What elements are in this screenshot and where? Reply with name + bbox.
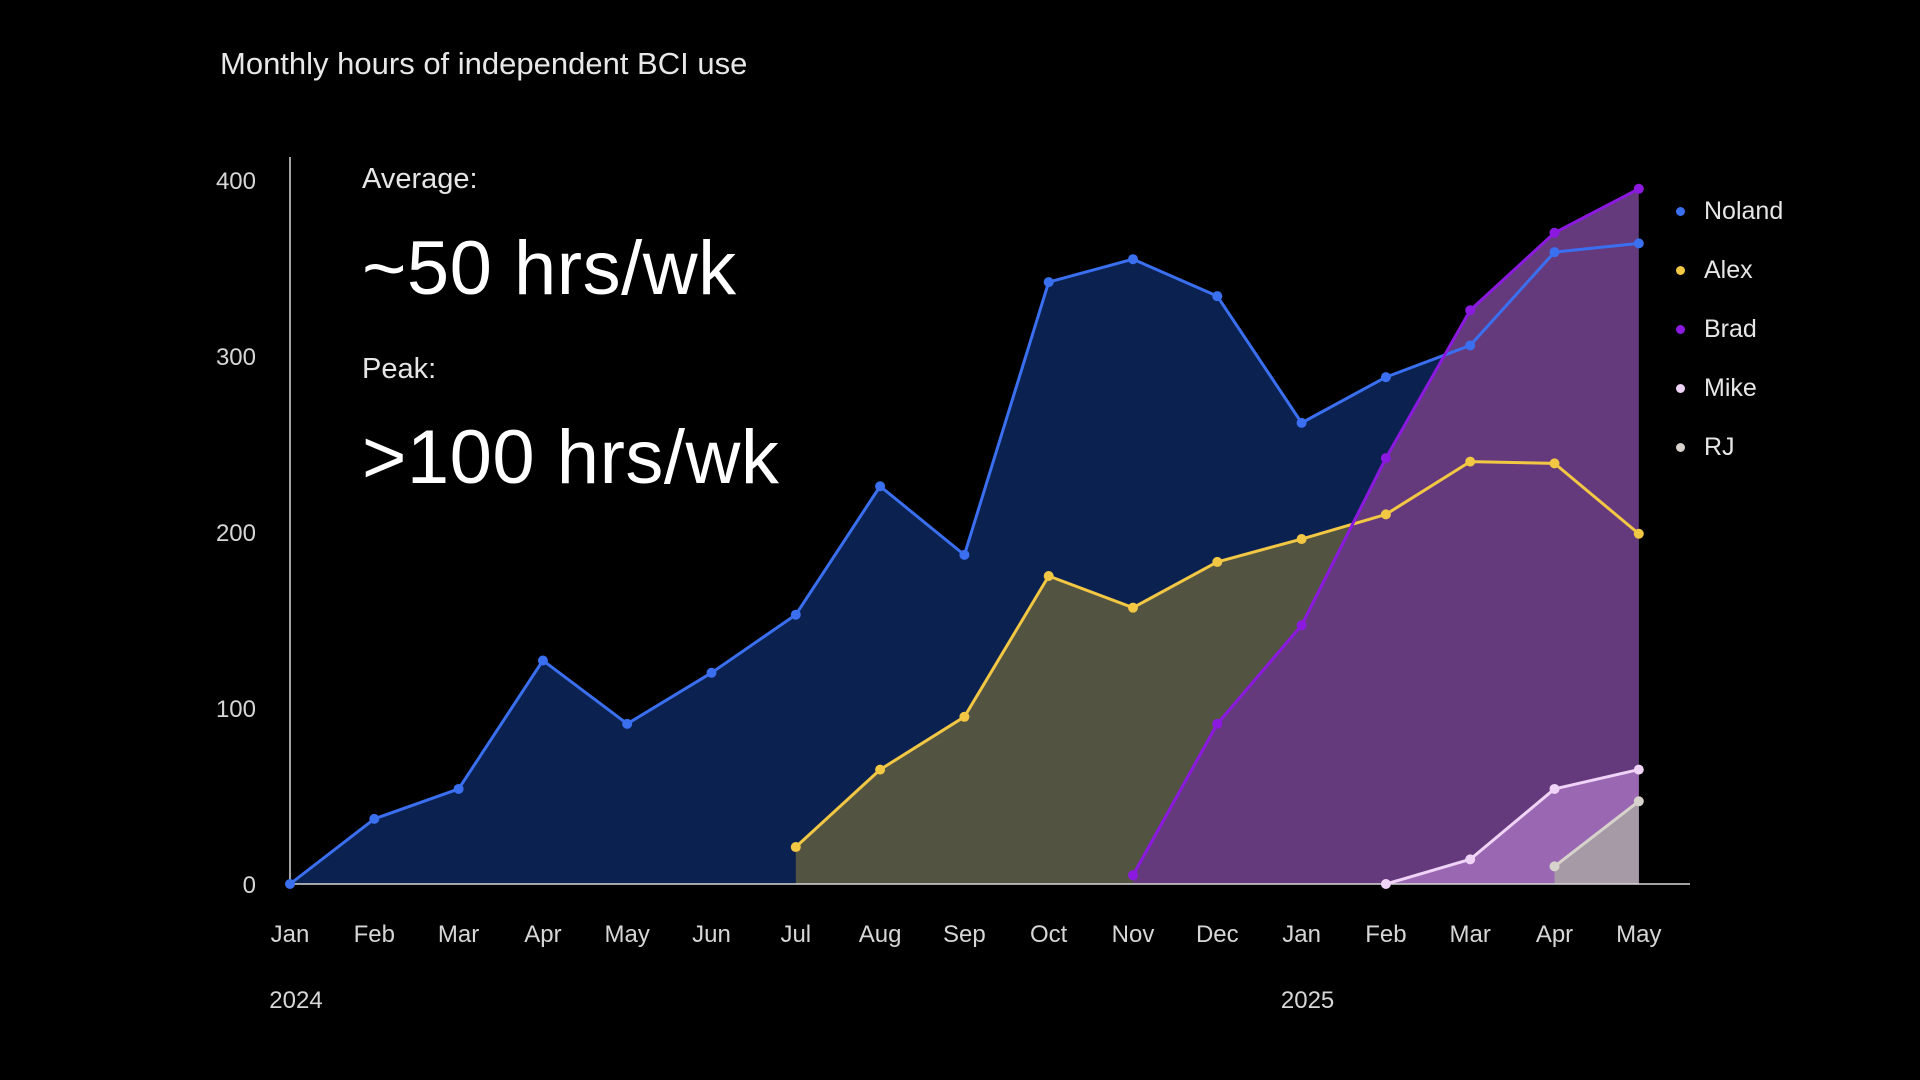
point-rj-15 <box>1549 861 1560 872</box>
legend-swatch-rj <box>1676 443 1685 452</box>
x-tick-label-5: Jun <box>692 921 731 948</box>
legend-label-mike: Mike <box>1704 374 1757 402</box>
point-noland-9 <box>1043 277 1054 288</box>
peak-value: >100 hrs/wk <box>362 415 780 500</box>
point-alex-13 <box>1380 509 1391 520</box>
legend-item-rj: RJ <box>1676 418 1783 477</box>
legend-item-noland: Noland <box>1676 182 1783 241</box>
point-brad-15 <box>1549 227 1560 238</box>
legend-swatch-noland <box>1676 207 1685 216</box>
point-mike-16 <box>1633 764 1644 775</box>
point-noland-12 <box>1296 417 1307 428</box>
x-tick-label-13: Feb <box>1365 921 1406 948</box>
x-tick-label-7: Aug <box>859 921 902 948</box>
legend-label-rj: RJ <box>1704 433 1735 461</box>
year-label-2025: 2025 <box>1281 987 1334 1014</box>
point-mike-14 <box>1465 854 1476 865</box>
point-alex-14 <box>1465 456 1476 467</box>
legend-swatch-brad <box>1676 325 1685 334</box>
area-brad <box>1133 188 1639 885</box>
point-mike-13 <box>1380 879 1391 889</box>
y-tick-label-400: 400 <box>216 168 256 195</box>
legend-label-alex: Alex <box>1704 256 1753 284</box>
point-brad-12 <box>1296 620 1307 631</box>
average-value: ~50 hrs/wk <box>362 226 737 311</box>
point-noland-15 <box>1549 247 1560 258</box>
y-tick-label-0: 0 <box>243 872 256 899</box>
point-alex-9 <box>1043 571 1054 581</box>
legend-item-brad: Brad <box>1676 300 1783 359</box>
point-alex-7 <box>875 764 886 775</box>
x-tick-label-6: Jul <box>780 921 811 948</box>
area-rj <box>1554 801 1639 884</box>
point-noland-14 <box>1465 340 1476 351</box>
point-alex-12 <box>1296 534 1307 545</box>
legend-swatch-alex <box>1676 266 1685 275</box>
x-tick-label-4: May <box>605 921 650 948</box>
y-tick-label-300: 300 <box>216 344 256 371</box>
point-noland-2 <box>453 783 464 794</box>
peak-label: Peak: <box>362 353 437 385</box>
x-tick-label-9: Oct <box>1030 921 1068 948</box>
point-noland-1 <box>369 813 380 824</box>
point-noland-11 <box>1212 291 1223 302</box>
point-brad-10 <box>1128 870 1138 881</box>
point-brad-16 <box>1633 183 1644 194</box>
average-label: Average: <box>362 163 478 195</box>
x-tick-label-11: Dec <box>1196 921 1239 948</box>
point-brad-13 <box>1380 453 1391 464</box>
line-rj <box>1553 800 1640 868</box>
point-alex-10 <box>1128 602 1138 613</box>
y-tick-label-100: 100 <box>216 696 256 723</box>
year-label-2024: 2024 <box>269 987 322 1014</box>
point-noland-16 <box>1633 238 1644 249</box>
point-alex-15 <box>1549 458 1560 469</box>
point-noland-5 <box>706 667 717 678</box>
point-noland-8 <box>959 549 970 560</box>
legend-swatch-mike <box>1676 384 1685 393</box>
x-tick-label-3: Apr <box>524 921 561 948</box>
legend-item-mike: Mike <box>1676 359 1783 418</box>
legend-label-noland: Noland <box>1704 197 1784 225</box>
point-brad-14 <box>1465 305 1476 316</box>
chart-title: Monthly hours of independent BCI use <box>220 46 748 81</box>
point-brad-11 <box>1212 718 1223 729</box>
x-tick-label-14: Mar <box>1450 921 1491 948</box>
point-alex-11 <box>1212 556 1223 567</box>
x-tick-label-16: May <box>1616 921 1661 948</box>
point-noland-7 <box>875 481 886 492</box>
point-noland-0 <box>285 879 295 889</box>
legend-label-brad: Brad <box>1704 315 1757 343</box>
x-tick-label-2: Mar <box>438 921 479 948</box>
x-tick-label-8: Sep <box>943 921 986 948</box>
x-tick-label-0: Jan <box>271 921 310 948</box>
x-tick-label-1: Feb <box>354 921 395 948</box>
y-tick-label-200: 200 <box>216 520 256 547</box>
legend-item-alex: Alex <box>1676 241 1783 300</box>
point-noland-10 <box>1128 254 1138 265</box>
point-alex-16 <box>1633 528 1644 539</box>
point-noland-13 <box>1380 372 1391 383</box>
x-tick-label-12: Jan <box>1282 921 1321 948</box>
point-mike-15 <box>1549 783 1560 794</box>
chart-legend: Noland Alex Brad Mike RJ <box>1676 182 1783 477</box>
x-tick-label-10: Nov <box>1112 921 1155 948</box>
point-alex-6 <box>790 842 801 853</box>
x-tick-label-15: Apr <box>1536 921 1573 948</box>
point-noland-4 <box>622 718 633 729</box>
point-noland-6 <box>790 609 801 620</box>
point-rj-16 <box>1633 796 1644 807</box>
point-alex-8 <box>959 711 970 722</box>
line-mike <box>1385 768 1640 886</box>
point-noland-3 <box>537 655 548 666</box>
